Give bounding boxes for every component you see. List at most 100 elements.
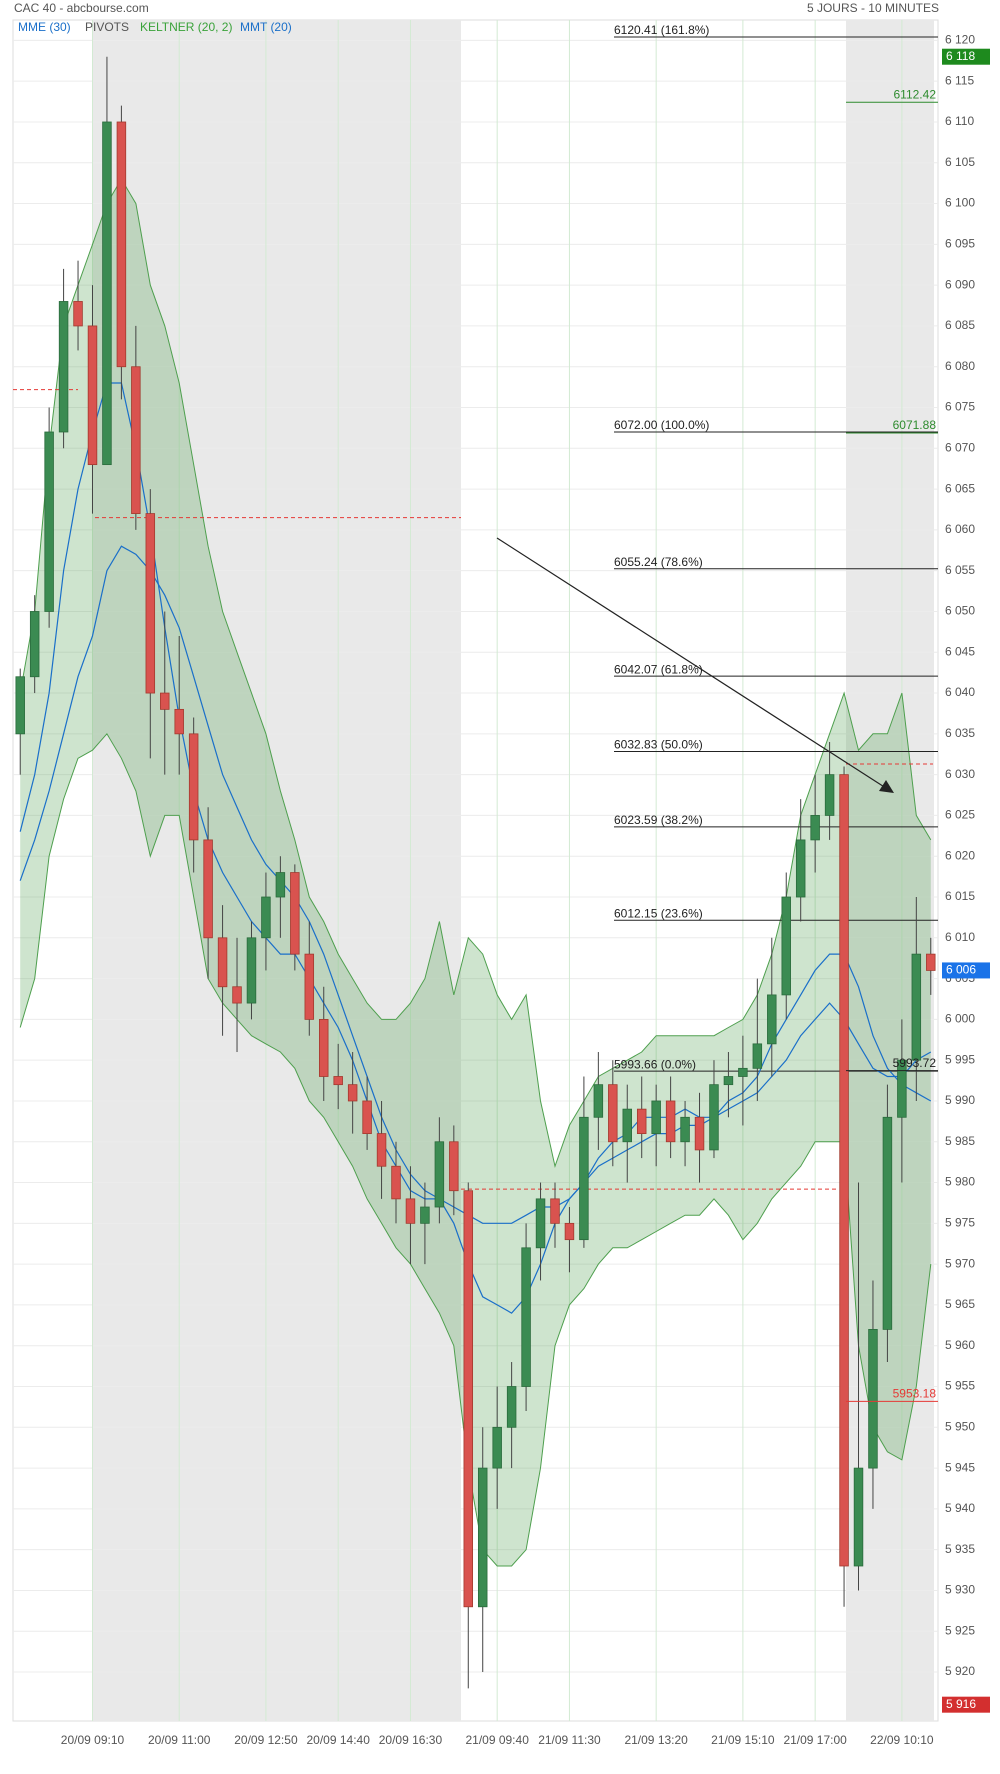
y-tick-label: 6 100 (945, 196, 975, 210)
candle-body (304, 953, 315, 1020)
y-tick-label: 6 105 (945, 155, 975, 169)
y-tick-label: 5 940 (945, 1501, 975, 1515)
candle-body (116, 121, 127, 368)
moving-average (19, 545, 932, 1224)
price-badge-label: 6 118 (946, 49, 975, 63)
keltner-upper (19, 178, 932, 1169)
candle-body (160, 692, 170, 710)
candle-body (550, 1198, 560, 1224)
x-tick-label: 20/09 09:10 (61, 1733, 125, 1747)
y-tick-label: 5 970 (945, 1256, 975, 1270)
candle-body (492, 1426, 502, 1469)
y-tick-label: 6 080 (945, 359, 975, 373)
y-tick-label: 6 025 (945, 808, 975, 822)
fib-label: 6055.24 (78.6%) (614, 555, 703, 569)
candle-body (463, 1190, 474, 1608)
y-tick-label: 6 040 (945, 685, 975, 699)
x-tick-label: 21/09 17:00 (783, 1733, 847, 1747)
price-badge (942, 962, 990, 979)
candle-body (795, 839, 806, 898)
legend-mmt: MMT (20) (240, 20, 292, 34)
level-label: 5993.72 (893, 1056, 937, 1070)
candle-body (911, 953, 922, 1061)
candle-body (232, 986, 242, 1004)
candle-body (579, 1116, 589, 1241)
x-tick-label: 21/09 13:20 (624, 1733, 688, 1747)
candle-body (217, 937, 228, 988)
candle-body (333, 1076, 343, 1086)
layers: 6120.41 (161.8%) 6072.00 (100.0%) 6055.24 … (13, 20, 938, 1721)
candle-body (767, 994, 777, 1045)
candle-body (781, 896, 791, 996)
fib-label: 6023.59 (38.2%) (614, 813, 703, 827)
candle-body (564, 1222, 575, 1241)
candle-body (290, 872, 300, 955)
candle-body (477, 1467, 488, 1608)
y-tick-label: 5 950 (945, 1419, 975, 1433)
y-tick-label: 6 095 (945, 237, 975, 251)
x-tick-label: 21/09 09:40 (465, 1733, 529, 1747)
candle-body (362, 1100, 372, 1135)
trend-arrow (496, 537, 890, 791)
candle-body (420, 1206, 430, 1224)
candle-body (102, 121, 112, 466)
candle-body (319, 1018, 329, 1077)
candle-body (58, 301, 69, 433)
legend-mme: MME (30) (18, 20, 71, 34)
fib-label: 6032.83 (50.0%) (614, 738, 703, 752)
candle-body (839, 774, 849, 1567)
chart-title: CAC 40 - abcbourse.com (14, 1, 149, 15)
keltner-lower (19, 732, 932, 1567)
candle-body (882, 1116, 893, 1330)
arrow-head (879, 780, 894, 793)
fib-label: 5993.66 (0.0%) (614, 1057, 696, 1071)
y-tick-label: 6 120 (945, 33, 975, 47)
candle-body (203, 839, 213, 939)
fib-label: 6120.41 (161.8%) (614, 23, 709, 37)
y-tick-label: 5 980 (945, 1175, 975, 1189)
candle-body (651, 1100, 661, 1135)
candle-body (752, 1043, 763, 1069)
y-tick-label: 5 975 (945, 1216, 975, 1230)
y-tick-label: 6 020 (945, 848, 975, 862)
legend-pivots: PIVOTS (85, 20, 129, 34)
candle-body (824, 774, 835, 816)
candle-body (723, 1076, 734, 1086)
y-tick-label: 6 060 (945, 522, 975, 536)
y-tick-label: 6 070 (945, 440, 975, 454)
candle-body (188, 733, 199, 841)
candle-body (897, 1059, 907, 1118)
candle-body (868, 1329, 878, 1469)
y-tick-label: 6 050 (945, 604, 975, 618)
price-badge-label: 6 006 (946, 963, 976, 977)
y-tick-label: 5 995 (945, 1052, 975, 1066)
candle-body (391, 1165, 401, 1200)
candle-body (608, 1084, 618, 1143)
y-tick-label: 6 000 (945, 1012, 975, 1026)
price-badge-label: 5 916 (946, 1697, 976, 1711)
x-tick-label: 20/09 12:50 (234, 1733, 298, 1747)
y-tick-label: 5 990 (945, 1093, 975, 1107)
candle-body (44, 431, 54, 612)
candle-body (87, 325, 98, 466)
y-tick-label: 5 920 (945, 1664, 975, 1678)
chart-subtitle: 5 JOURS - 10 MINUTES (807, 1, 939, 15)
level-label: 6112.42 (894, 87, 937, 101)
fib-label: 6042.07 (61.8%) (614, 662, 703, 676)
candle-body (926, 953, 936, 971)
legend-keltner: KELTNER (20, 2) (140, 20, 232, 34)
candle-body (506, 1386, 517, 1428)
moving-average (19, 382, 932, 1314)
y-tick-label: 6 015 (945, 889, 975, 903)
y-tick-label: 6 115 (945, 73, 974, 87)
fib-label: 6012.15 (23.6%) (614, 906, 703, 920)
y-tick-label: 6 055 (945, 563, 975, 577)
candle-body (853, 1467, 864, 1567)
candle-body (275, 872, 286, 898)
x-tick-label: 22/09 10:10 (870, 1733, 934, 1747)
candle-body (376, 1133, 387, 1167)
candle-body (665, 1100, 676, 1143)
candle-body (29, 611, 40, 678)
y-tick-label: 6 035 (945, 726, 975, 740)
